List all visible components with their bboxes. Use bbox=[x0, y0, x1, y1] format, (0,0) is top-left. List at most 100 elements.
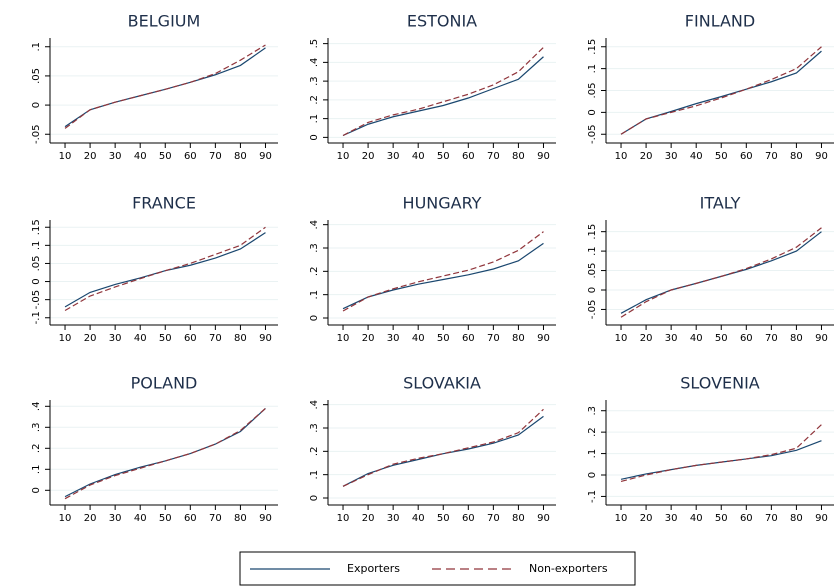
y-tick-label: 0 bbox=[31, 278, 42, 284]
x-tick-label: 30 bbox=[109, 513, 122, 524]
y-tick-label: .3 bbox=[309, 243, 320, 253]
x-tick-label: 70 bbox=[209, 151, 222, 162]
y-tick-label: .4 bbox=[309, 220, 320, 230]
x-tick-label: 60 bbox=[462, 333, 475, 344]
y-tick-label: .3 bbox=[309, 423, 320, 433]
x-tick-label: 60 bbox=[184, 151, 197, 162]
x-tick-label: 50 bbox=[159, 513, 172, 524]
series-line bbox=[64, 232, 266, 308]
x-tick-label: 80 bbox=[234, 513, 247, 524]
x-tick-label: 10 bbox=[615, 151, 628, 162]
y-tick-label: .3 bbox=[31, 423, 42, 433]
y-tick-label: .1 bbox=[587, 246, 598, 256]
x-tick-label: 30 bbox=[109, 333, 122, 344]
y-tick-label: .1 bbox=[309, 470, 320, 480]
x-tick-label: 90 bbox=[537, 513, 550, 524]
x-tick-label: 40 bbox=[412, 513, 425, 524]
x-tick-label: 90 bbox=[537, 333, 550, 344]
x-tick-label: 10 bbox=[615, 513, 628, 524]
y-tick-label: 0 bbox=[587, 287, 598, 293]
x-tick-label: 10 bbox=[337, 333, 350, 344]
y-tick-label: .4 bbox=[309, 400, 320, 410]
x-tick-label: 40 bbox=[412, 333, 425, 344]
y-tick-label: .3 bbox=[587, 406, 598, 416]
series-line bbox=[64, 44, 266, 129]
x-tick-label: 30 bbox=[387, 513, 400, 524]
x-tick-label: 70 bbox=[487, 513, 500, 524]
y-tick-label: .5 bbox=[309, 39, 320, 49]
y-tick-label: 0 bbox=[309, 134, 320, 140]
y-tick-label: 0 bbox=[31, 102, 42, 108]
x-tick-label: 20 bbox=[362, 151, 375, 162]
legend-label: Non-exporters bbox=[529, 562, 608, 575]
x-tick-label: 40 bbox=[134, 151, 147, 162]
x-tick-label: 50 bbox=[437, 513, 450, 524]
legend-label: Exporters bbox=[347, 562, 400, 575]
x-tick-label: 50 bbox=[437, 151, 450, 162]
series-line bbox=[64, 407, 266, 500]
y-tick-label: -.05 bbox=[31, 290, 42, 310]
x-tick-label: 10 bbox=[59, 333, 72, 344]
x-tick-label: 90 bbox=[815, 333, 828, 344]
panel-title: FINLAND bbox=[685, 12, 755, 31]
x-tick-label: 40 bbox=[134, 513, 147, 524]
x-tick-label: 20 bbox=[640, 513, 653, 524]
y-tick-label: 0 bbox=[309, 315, 320, 321]
y-tick-label: -.05 bbox=[587, 124, 598, 144]
y-tick-label: 0 bbox=[587, 472, 598, 478]
x-tick-label: 60 bbox=[462, 151, 475, 162]
x-tick-label: 70 bbox=[765, 333, 778, 344]
x-tick-label: 40 bbox=[690, 151, 703, 162]
y-tick-label: .05 bbox=[587, 83, 598, 99]
x-tick-label: 20 bbox=[84, 333, 97, 344]
x-tick-label: 40 bbox=[690, 333, 703, 344]
series-line bbox=[342, 408, 544, 487]
y-tick-label: 0 bbox=[587, 109, 598, 115]
series-line bbox=[620, 424, 822, 483]
x-tick-label: 10 bbox=[59, 513, 72, 524]
x-tick-label: 80 bbox=[790, 513, 803, 524]
y-tick-label: .2 bbox=[309, 267, 320, 277]
y-tick-label: .15 bbox=[587, 224, 598, 240]
x-tick-label: 50 bbox=[159, 151, 172, 162]
x-tick-label: 80 bbox=[512, 333, 525, 344]
series-line bbox=[64, 226, 266, 312]
panel-title: SLOVENIA bbox=[680, 374, 760, 393]
x-tick-label: 90 bbox=[259, 151, 272, 162]
x-tick-label: 60 bbox=[462, 513, 475, 524]
y-tick-label: .1 bbox=[31, 42, 42, 52]
y-tick-label: .2 bbox=[309, 447, 320, 457]
x-tick-label: 40 bbox=[690, 513, 703, 524]
y-tick-label: .4 bbox=[31, 402, 42, 412]
x-tick-label: 10 bbox=[59, 151, 72, 162]
x-tick-label: 40 bbox=[134, 333, 147, 344]
y-tick-label: .2 bbox=[31, 444, 42, 454]
y-tick-label: -.05 bbox=[587, 300, 598, 320]
y-tick-label: .1 bbox=[309, 290, 320, 300]
x-tick-label: 60 bbox=[184, 333, 197, 344]
x-tick-label: 60 bbox=[740, 513, 753, 524]
x-tick-label: 20 bbox=[362, 333, 375, 344]
x-tick-label: 50 bbox=[715, 513, 728, 524]
x-tick-label: 50 bbox=[159, 333, 172, 344]
x-tick-label: 20 bbox=[640, 151, 653, 162]
x-tick-label: 70 bbox=[209, 513, 222, 524]
x-tick-label: 10 bbox=[615, 333, 628, 344]
x-tick-label: 50 bbox=[715, 333, 728, 344]
panel-title: SLOVAKIA bbox=[403, 374, 481, 393]
x-tick-label: 50 bbox=[437, 333, 450, 344]
y-tick-label: .15 bbox=[587, 39, 598, 55]
panel-title: FRANCE bbox=[132, 194, 196, 213]
y-tick-label: .1 bbox=[309, 114, 320, 124]
x-tick-label: 70 bbox=[765, 513, 778, 524]
y-tick-label: .05 bbox=[31, 68, 42, 84]
series-line bbox=[620, 231, 822, 314]
x-tick-label: 80 bbox=[512, 151, 525, 162]
x-tick-label: 10 bbox=[337, 151, 350, 162]
x-tick-label: 70 bbox=[209, 333, 222, 344]
series-line bbox=[620, 46, 822, 135]
y-tick-label: .2 bbox=[309, 95, 320, 105]
x-tick-label: 80 bbox=[790, 333, 803, 344]
x-tick-label: 80 bbox=[234, 151, 247, 162]
